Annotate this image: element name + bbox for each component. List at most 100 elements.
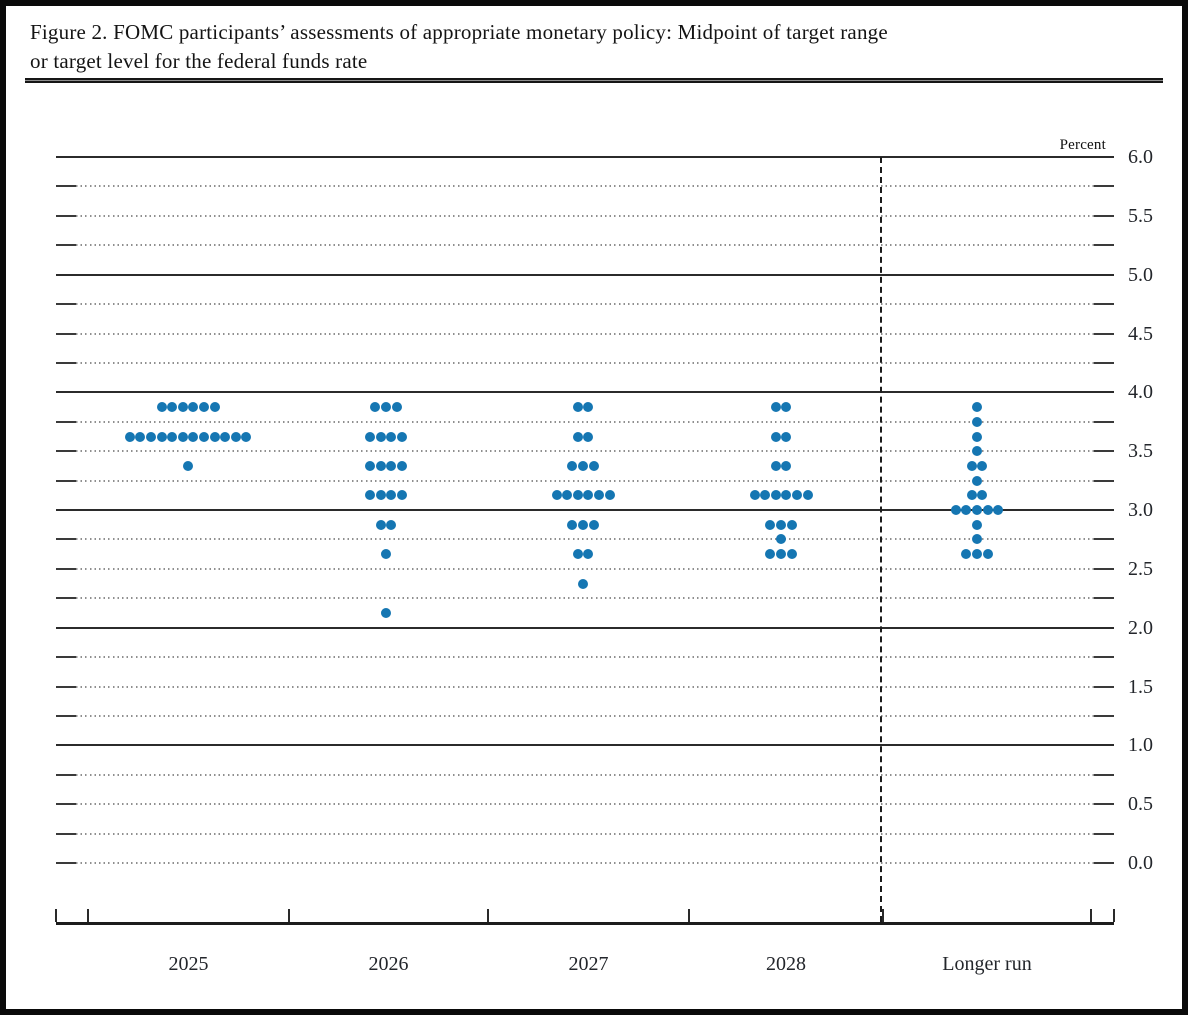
projection-dot-2026-3.875 [391, 402, 402, 412]
gridline-solid-6.00 [56, 156, 1114, 158]
projection-dot-2025-3.625 [188, 431, 199, 442]
gridline-left-tick [56, 333, 76, 335]
projection-dot-2025-3.625 [241, 431, 252, 442]
y-axis-label-3.0: 3.0 [1128, 499, 1153, 521]
gridline-dotted-0.50 [76, 803, 1094, 805]
gridline-left-tick [56, 656, 76, 658]
projection-dot-2026-3.625 [386, 431, 397, 442]
x-axis-tick [1090, 909, 1092, 922]
gridline-dotted-0.75 [76, 774, 1094, 776]
projection-dot-2026-3.125 [365, 490, 376, 501]
projection-dot-2027-3.125 [551, 490, 562, 501]
projection-dot-2025-3.625 [230, 431, 241, 442]
x-axis-tick [882, 909, 884, 922]
projection-dot-2026-3.625 [396, 431, 407, 442]
gridline-solid-1.00 [56, 744, 1114, 746]
projection-dot-2027-3.375 [567, 460, 578, 471]
projection-dot-2025-3.875 [177, 402, 188, 412]
projection-dot-2027-2.375 [578, 578, 588, 589]
projection-dot-2025-3.875 [188, 402, 199, 412]
projection-dot-longer-run-3 [993, 505, 1004, 515]
y-axis-label-4.0: 4.0 [1128, 381, 1153, 403]
gridline-right-tick [1094, 774, 1114, 776]
gridline-right-tick [1094, 715, 1114, 717]
gridline-dotted-3.25 [76, 480, 1094, 482]
projection-dot-longer-run-3 [961, 505, 972, 515]
gridline-right-tick [1094, 803, 1114, 805]
projection-dot-2026-3.375 [365, 460, 376, 471]
projection-dot-longer-run-3.375 [977, 460, 988, 471]
y-axis-label-2.0: 2.0 [1128, 617, 1153, 639]
gridline-dotted-5.50 [76, 215, 1094, 217]
projection-dot-2027-2.625 [583, 549, 594, 560]
gridline-right-tick [1094, 597, 1114, 599]
gridline-left-tick [56, 215, 76, 217]
projection-dot-2027-3.375 [588, 460, 599, 471]
gridline-dotted-4.75 [76, 303, 1094, 305]
projection-dot-2026-3.875 [370, 402, 381, 412]
gridline-left-tick [56, 686, 76, 688]
projection-dot-2028-2.625 [786, 549, 797, 560]
projection-dot-2027-3.625 [583, 431, 594, 442]
gridline-right-tick [1094, 568, 1114, 570]
gridline-right-tick [1094, 686, 1114, 688]
projection-dot-2025-3.375 [183, 460, 193, 471]
gridline-dotted-1.50 [76, 686, 1094, 688]
gridline-right-tick [1094, 244, 1114, 246]
projection-dot-2028-2.875 [765, 519, 776, 530]
gridline-right-tick [1094, 421, 1114, 423]
projection-dot-2026-3.375 [396, 460, 407, 471]
gridline-left-tick [56, 450, 76, 452]
x-axis-tick [1113, 909, 1115, 922]
projection-dot-2026-3.875 [381, 402, 391, 412]
gridline-right-tick [1094, 303, 1114, 305]
gridline-dotted-5.25 [76, 244, 1094, 246]
projection-dot-2028-3.375 [781, 460, 792, 471]
gridline-left-tick [56, 421, 76, 423]
projection-dot-longer-run-2.625 [972, 549, 982, 560]
projection-dot-longer-run-3 [950, 505, 961, 515]
projection-dot-2028-3.625 [770, 431, 781, 442]
gridline-left-tick [56, 862, 76, 864]
projection-dot-longer-run-3.25 [972, 475, 982, 486]
x-axis-tick [688, 909, 690, 922]
gridline-right-tick [1094, 333, 1114, 335]
gridline-right-tick [1094, 480, 1114, 482]
projection-dot-2026-3.625 [365, 431, 376, 442]
gridline-dotted-0.25 [76, 833, 1094, 835]
gridline-dotted-0.00 [76, 862, 1094, 864]
projection-dot-2025-3.625 [167, 431, 178, 442]
gridline-left-tick [56, 803, 76, 805]
projection-dot-2028-3.875 [781, 402, 792, 412]
gridline-left-tick [56, 597, 76, 599]
projection-dot-2027-3.125 [593, 490, 604, 501]
projection-dot-2028-3.125 [802, 490, 813, 501]
gridline-solid-4.00 [56, 391, 1114, 393]
projection-dot-2027-3.125 [572, 490, 583, 501]
projection-dot-longer-run-3.625 [972, 431, 982, 442]
y-axis-label-5.5: 5.5 [1128, 205, 1153, 227]
projection-dot-2026-2.125 [381, 608, 391, 618]
y-axis-label-5.0: 5.0 [1128, 264, 1153, 286]
gridline-left-tick [56, 303, 76, 305]
gridline-dotted-5.75 [76, 185, 1094, 187]
gridline-right-tick [1094, 656, 1114, 658]
projection-dot-2028-2.625 [776, 549, 786, 560]
projection-dot-2028-2.75 [776, 534, 786, 545]
projection-dot-2026-3.625 [375, 431, 386, 442]
projection-dot-2028-3.875 [770, 402, 781, 412]
projection-dot-2028-3.125 [770, 490, 781, 501]
gridline-left-tick [56, 568, 76, 570]
projection-dot-2027-3.125 [583, 490, 594, 501]
projection-dot-longer-run-2.625 [961, 549, 972, 560]
gridline-dotted-4.25 [76, 362, 1094, 364]
x-axis-line [56, 922, 1114, 925]
projection-dot-2028-2.625 [765, 549, 776, 560]
projection-dot-2025-3.625 [145, 431, 156, 442]
gridline-left-tick [56, 774, 76, 776]
x-category-label-longer-run: Longer run [942, 953, 1032, 975]
projection-dot-longer-run-3.875 [972, 402, 982, 412]
x-axis-tick [487, 909, 489, 922]
projection-dot-2028-3.625 [781, 431, 792, 442]
